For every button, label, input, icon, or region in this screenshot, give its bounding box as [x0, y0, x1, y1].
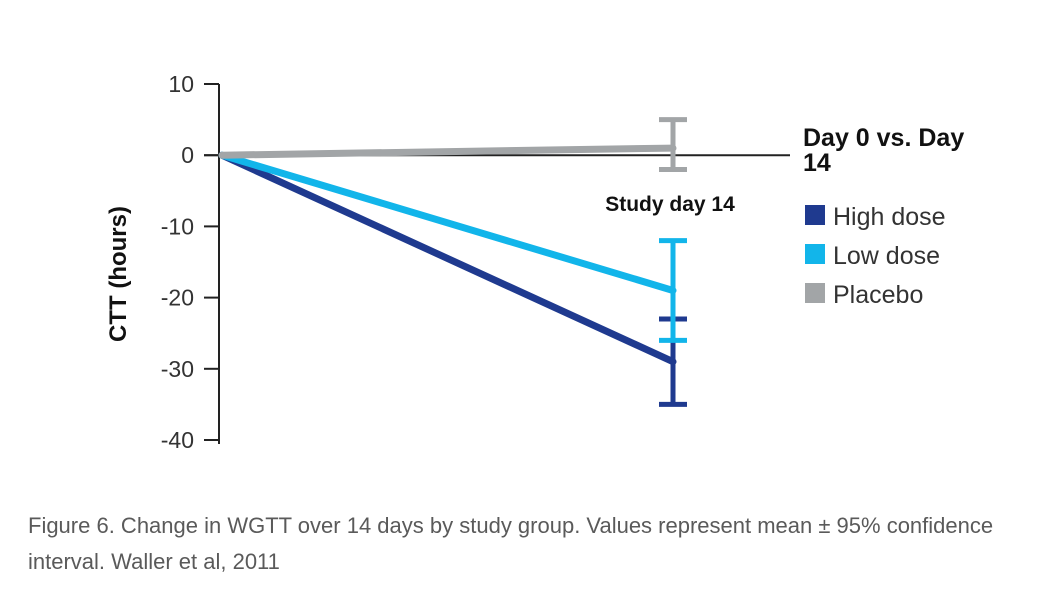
legend-items: High dose Low dose Placebo — [805, 203, 946, 309]
legend-swatch-placebo — [805, 283, 825, 303]
series-line-placebo — [218, 144, 677, 159]
y-tick-label: -40 — [161, 427, 194, 453]
y-ticks: 10 0 -10 -20 -30 -40 — [161, 71, 219, 453]
chart: 10 0 -10 -20 -30 -40 CTT (hours) Study day 14… — [105, 71, 964, 453]
legend-label-placebo: Placebo — [833, 281, 923, 309]
y-tick-label: -30 — [161, 356, 194, 382]
legend-label-low-dose: Low dose — [833, 242, 940, 270]
legend-swatch-high-dose — [805, 205, 825, 225]
legend-label-high-dose: High dose — [833, 203, 946, 231]
y-tick-label: -10 — [161, 213, 194, 239]
axes — [204, 84, 790, 444]
legend: Day 0 vs. Day 14 High dose Low dose Placeb… — [803, 124, 964, 309]
series-line-low-dose — [218, 151, 677, 294]
figure-caption: Figure 6. Change in WGTT over 14 days by… — [28, 513, 994, 574]
legend-title-line1: Day 0 vs. Day — [803, 124, 964, 152]
series-line-high-dose — [218, 151, 677, 366]
y-tick-label: 10 — [168, 71, 194, 97]
error-bars — [659, 117, 687, 407]
y-tick-label: -20 — [161, 285, 194, 311]
legend-swatch-low-dose — [805, 244, 825, 264]
legend-title-line2: 14 — [803, 149, 831, 177]
series-lines — [218, 144, 677, 366]
y-axis-title: CTT (hours) — [105, 206, 132, 342]
study-day-annotation: Study day 14 — [605, 193, 735, 216]
y-tick-label: 0 — [181, 142, 194, 168]
